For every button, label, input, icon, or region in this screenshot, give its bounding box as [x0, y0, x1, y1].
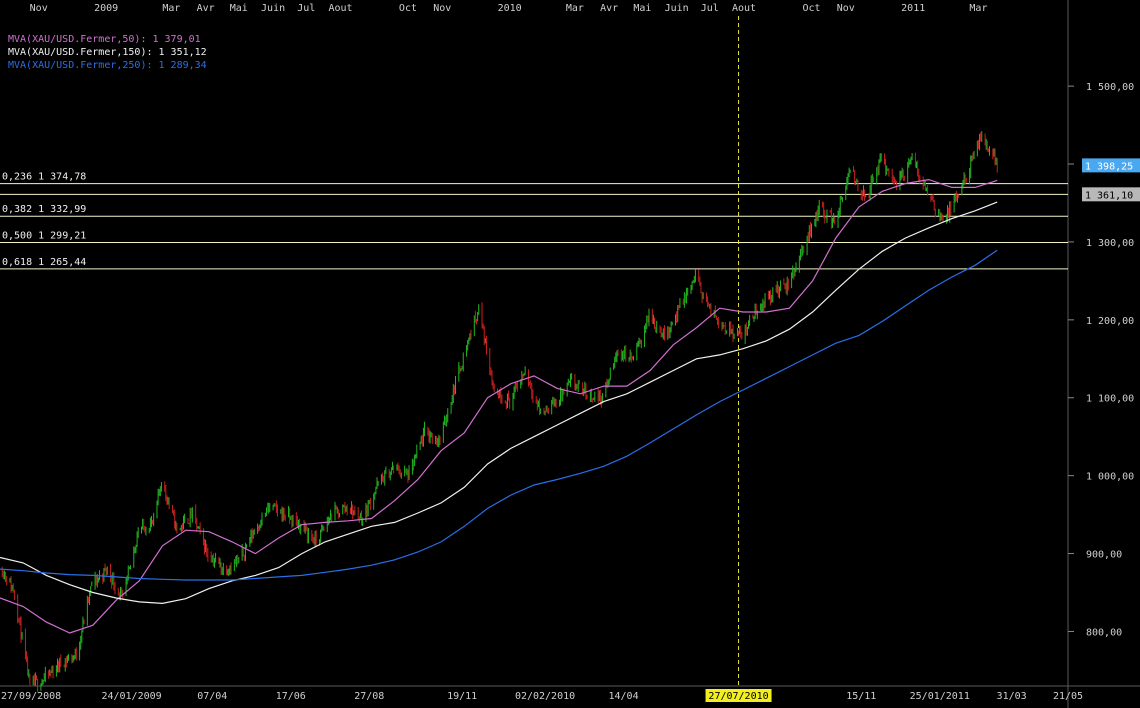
bottom-tick-label: 07/04: [197, 691, 227, 702]
top-tick-label: Avr: [197, 3, 215, 14]
top-tick-label: Oct: [802, 3, 820, 14]
bottom-tick-label: 24/01/2009: [101, 691, 161, 702]
legend-mva250: MVA(XAU/USD.Fermer,250): 1 289,34: [8, 60, 207, 71]
current-price-label: 1 398,25: [1085, 161, 1133, 172]
y-tick-label: 1 500,00: [1086, 82, 1134, 93]
y-tick-label: 900,00: [1086, 550, 1122, 561]
top-tick-label: 2011: [901, 3, 925, 14]
current-price-badge: [1082, 158, 1140, 173]
indicator-legend: MVA(XAU/USD.Fermer,50): 1 379,01 MVA(XAU…: [8, 33, 207, 72]
top-tick-label: Mar: [969, 3, 987, 14]
top-tick-label: Juin: [665, 3, 689, 14]
top-tick-label: Nov: [433, 3, 451, 14]
bottom-tick-label: 27/09/2008: [1, 691, 61, 702]
bottom-tick-label: 19/11: [447, 691, 477, 702]
top-tick-label: Jul: [297, 3, 315, 14]
level-price-label: 1 361,10: [1085, 190, 1133, 201]
bottom-tick-label: 14/04: [608, 691, 638, 702]
mva150-line: [0, 201, 998, 605]
bottom-tick-label: 27/08: [354, 691, 384, 702]
fib-level-label: 0,618 1 265,44: [2, 257, 86, 268]
top-tick-label: Nov: [837, 3, 855, 14]
y-tick-label: 1 100,00: [1086, 394, 1134, 405]
top-tick-label: 2010: [498, 3, 522, 14]
top-tick-label: Mar: [162, 3, 180, 14]
highlighted-date-badge: [705, 689, 772, 702]
mva50-line: [0, 178, 998, 634]
top-tick-label: Mai: [230, 3, 248, 14]
y-tick-label: 1 300,00: [1086, 238, 1134, 249]
bottom-tick-label: 17/06: [276, 691, 306, 702]
y-tick-label: 800,00: [1086, 627, 1122, 638]
bottom-tick-label: 02/02/2010: [515, 691, 575, 702]
top-tick-label: Aout: [328, 3, 352, 14]
bottom-tick-label: 15/11: [846, 691, 876, 702]
fib-level-label: 0,236 1 374,78: [2, 172, 86, 183]
top-tick-label: Juin: [261, 3, 285, 14]
bottom-tick-label: 21/05: [1053, 691, 1083, 702]
mva250-line: [0, 249, 998, 581]
top-tick-label: Nov: [30, 3, 48, 14]
y-tick-label: 1 000,00: [1086, 472, 1134, 483]
legend-mva50: MVA(XAU/USD.Fermer,50): 1 379,01: [8, 34, 201, 45]
highlighted-date-label: 27/07/2010: [708, 691, 768, 702]
fib-level-label: 0,500 1 299,21: [2, 231, 86, 242]
top-tick-label: Aout: [732, 3, 756, 14]
top-tick-label: Avr: [600, 3, 618, 14]
fib-level-label: 0,382 1 332,99: [2, 204, 86, 215]
top-tick-label: 2009: [94, 3, 118, 14]
top-tick-label: Oct: [399, 3, 417, 14]
price-bars: [1, 131, 998, 693]
top-tick-label: Mai: [633, 3, 651, 14]
level-price-badge: [1082, 187, 1140, 202]
legend-mva150: MVA(XAU/USD.Fermer,150): 1 351,12: [8, 47, 207, 58]
top-tick-label: Mar: [566, 3, 584, 14]
bottom-tick-label: 25/01/2011: [910, 691, 970, 702]
y-tick-label: 1 200,00: [1086, 316, 1134, 327]
top-tick-label: Jul: [701, 3, 719, 14]
bottom-tick-label: 31/03: [997, 691, 1027, 702]
